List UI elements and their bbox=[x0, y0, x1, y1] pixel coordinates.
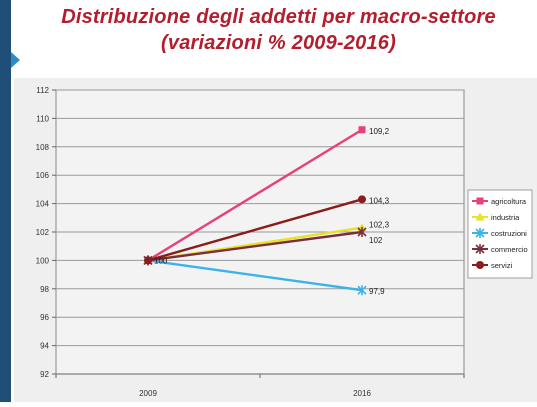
chart-title: Distribuzione degli addetti per macro-se… bbox=[61, 6, 496, 28]
data-point-costruzioni bbox=[357, 285, 367, 296]
legend-marker-commercio bbox=[475, 244, 485, 254]
chart-subtitle: (variazioni % 2009-2016) bbox=[161, 32, 396, 54]
legend-marker-costruzioni bbox=[475, 228, 485, 238]
series-line-agricoltura bbox=[147, 128, 363, 262]
series-line-servizi bbox=[147, 198, 363, 262]
series-line-commercio bbox=[147, 230, 363, 262]
y-tick-label: 110 bbox=[36, 114, 49, 123]
y-tick-label: 104 bbox=[36, 200, 50, 209]
data-label-agricoltura: 109,2 bbox=[369, 127, 390, 136]
legend-marker-industria bbox=[475, 212, 485, 221]
y-tick-label: 92 bbox=[40, 370, 49, 379]
y-tick-label: 100 bbox=[36, 256, 50, 265]
legend-label-costruzioni: costruzioni bbox=[491, 229, 527, 238]
data-point-agricoltura bbox=[358, 126, 366, 134]
legend-label-agricoltura: agricoltura bbox=[491, 197, 527, 206]
legend-marker-agricoltura bbox=[476, 197, 484, 205]
y-tick-label: 94 bbox=[40, 342, 49, 351]
y-tick-label: 108 bbox=[36, 143, 50, 152]
y-tick-label: 106 bbox=[36, 171, 50, 180]
data-point-servizi bbox=[144, 256, 152, 265]
series-line-costruzioni bbox=[147, 259, 363, 292]
legend-label-industria: industria bbox=[491, 213, 520, 222]
y-tick-label: 96 bbox=[40, 313, 49, 322]
legend-label-commercio: commercio bbox=[491, 245, 528, 254]
data-point-commercio bbox=[357, 227, 367, 237]
legend-marker-servizi bbox=[476, 261, 484, 269]
data-label-commercio: 102 bbox=[369, 236, 383, 245]
slide-left-tab-marker bbox=[11, 52, 20, 68]
x-tick-label: 2016 bbox=[353, 389, 371, 398]
legend-label-servizi: servizi bbox=[491, 261, 513, 270]
data-label-costruzioni: 97,9 bbox=[369, 287, 385, 296]
y-tick-label: 112 bbox=[36, 86, 49, 95]
data-label-servizi: 104,3 bbox=[369, 196, 390, 205]
slide-left-bar bbox=[0, 0, 11, 402]
y-tick-label: 98 bbox=[40, 285, 49, 294]
data-label-industria: 102,3 bbox=[369, 221, 390, 230]
x-tick-label: 2009 bbox=[139, 389, 157, 398]
line-chart: 92 94 96 98 100 102 104 106 108 110 112 2009 2016 109… bbox=[36, 86, 533, 398]
y-tick-label: 102 bbox=[36, 228, 50, 237]
chart-area: 92 94 96 98 100 102 104 106 108 110 112 2009 2016 109… bbox=[14, 78, 537, 402]
data-point-servizi bbox=[358, 195, 366, 204]
title-block: Distribuzione degli addetti per macro-se… bbox=[20, 4, 537, 56]
data-label-start: 100 bbox=[154, 256, 168, 265]
